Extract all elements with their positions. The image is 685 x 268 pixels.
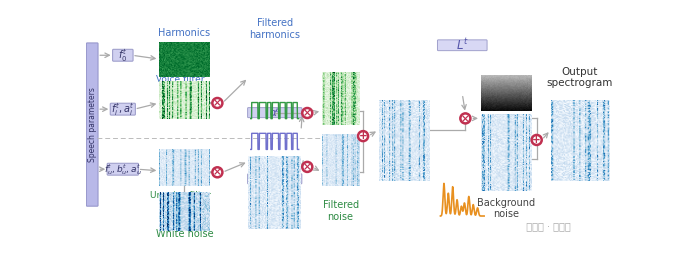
Circle shape <box>460 113 471 123</box>
FancyBboxPatch shape <box>112 49 133 61</box>
Text: Filtered
harmonics: Filtered harmonics <box>249 18 300 40</box>
FancyBboxPatch shape <box>247 108 302 118</box>
Circle shape <box>532 135 542 145</box>
Text: ×: × <box>303 162 312 172</box>
Text: Output
spectrogram: Output spectrogram <box>547 67 613 88</box>
Circle shape <box>302 162 312 172</box>
Text: $f_u^t, b_u^t, a_u^t$: $f_u^t, b_u^t, a_u^t$ <box>104 162 142 177</box>
Text: Background
noise: Background noise <box>477 198 535 219</box>
FancyBboxPatch shape <box>107 163 138 175</box>
Circle shape <box>358 131 368 141</box>
Text: 公众号 · 量子位: 公众号 · 量子位 <box>520 221 571 231</box>
Text: Speech parameters: Speech parameters <box>88 87 97 162</box>
Text: $f_i^t, a_i^t$: $f_i^t, a_i^t$ <box>111 101 134 118</box>
Text: $f_0^t$: $f_0^t$ <box>119 47 127 64</box>
Circle shape <box>212 167 223 177</box>
Text: White noise: White noise <box>155 229 213 239</box>
Text: Harmonics: Harmonics <box>158 28 210 38</box>
Text: ×: × <box>461 114 470 124</box>
Text: $L^t$: $L^t$ <box>456 38 469 53</box>
Circle shape <box>302 108 312 118</box>
Text: αᵗ: αᵗ <box>270 108 279 118</box>
Circle shape <box>212 98 223 108</box>
Text: Unvoice filter: Unvoice filter <box>150 191 211 200</box>
Text: +: + <box>359 132 367 142</box>
Text: ×: × <box>213 98 222 108</box>
FancyBboxPatch shape <box>110 103 136 115</box>
Text: Filtered
noise: Filtered noise <box>323 200 359 222</box>
FancyBboxPatch shape <box>438 40 487 51</box>
Text: $1 - \alpha^t$: $1 - \alpha^t$ <box>261 173 288 185</box>
FancyBboxPatch shape <box>86 43 98 206</box>
Text: Voice filter: Voice filter <box>156 75 205 84</box>
Text: ×: × <box>213 168 222 178</box>
Text: ×: × <box>303 108 312 118</box>
FancyBboxPatch shape <box>247 174 302 184</box>
Text: +: + <box>532 135 541 145</box>
